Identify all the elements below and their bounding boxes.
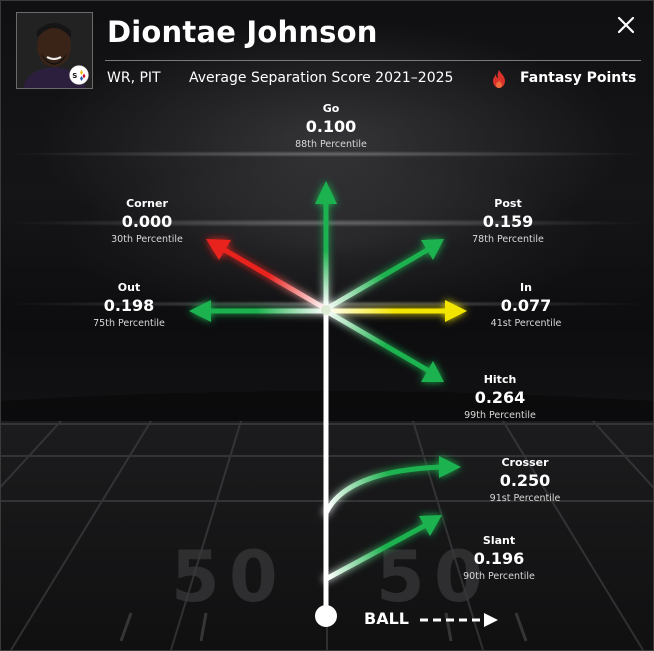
route-post[interactable] [323,239,444,312]
route-name: Crosser [501,456,549,469]
route-score: 0.250 [499,471,551,490]
route-label-hitch: Hitch 0.264 99th Percentile [440,373,560,422]
route-percentile: 75th Percentile [93,318,165,329]
route-label-corner: Corner 0.000 30th Percentile [87,197,207,246]
ball-label: BALL [364,609,409,628]
svg-text:0: 0 [229,536,278,618]
route-corner[interactable] [206,239,329,312]
fire-icon [493,70,505,88]
player-headshot: S [16,12,93,89]
field-numbers: 5 0 5 0 [171,536,483,618]
route-hitch[interactable] [323,308,444,382]
route-break-point [321,305,331,315]
route-score: 0.198 [103,296,155,315]
route-label-in: In 0.077 41st Percentile [466,281,586,330]
route-label-post: Post 0.159 78th Percentile [448,197,568,246]
route-name: Corner [126,197,168,210]
player-name: Diontae Johnson [107,15,378,49]
header-divider [105,60,641,61]
route-name: Post [494,197,522,210]
route-score: 0.100 [305,117,357,136]
route-label-slant: Slant 0.196 90th Percentile [439,534,559,583]
route-percentile: 90th Percentile [463,571,535,582]
svg-text:S: S [72,72,77,80]
route-crosser[interactable] [323,456,461,516]
field-lines [1,420,653,650]
route-percentile: 88th Percentile [295,139,367,150]
route-percentile: 99th Percentile [464,410,536,421]
position-team: WR, PIT [107,70,161,86]
route-percentile: 78th Percentile [472,234,544,245]
route-name: Out [117,281,141,294]
route-score: 0.077 [500,296,552,315]
route-in[interactable] [323,300,467,322]
route-percentile: 91st Percentile [489,493,561,504]
close-icon[interactable] [613,12,639,38]
route-out[interactable] [189,300,329,322]
route-percentile: 41st Percentile [490,318,562,329]
metric-title: Average Separation Score 2021–2025 [189,70,454,86]
route-score: 0.264 [474,388,526,407]
route-name: Hitch [483,373,517,386]
dashed-arrow-icon [420,613,498,627]
svg-text:5: 5 [171,536,220,618]
route-name: Go [322,102,340,115]
ball-marker [315,605,337,627]
route-score: 0.159 [482,212,534,231]
route-label-go: Go 0.100 88th Percentile [271,102,391,151]
svg-text:0: 0 [434,536,483,618]
route-go[interactable] [315,181,337,312]
route-name: In [520,281,532,294]
route-score: 0.000 [121,212,173,231]
yard-hash-marks [119,612,528,642]
route-label-crosser: Crosser 0.250 91st Percentile [465,456,585,505]
route-label-out: Out 0.198 75th Percentile [69,281,189,330]
route-name: Slant [482,534,516,547]
route-score: 0.196 [473,549,525,568]
route-percentile: 30th Percentile [111,234,183,245]
steelers-logo-icon: S [69,65,89,85]
fantasy-points-toggle[interactable]: Fantasy Points [520,70,637,86]
route-slant[interactable] [323,515,442,582]
